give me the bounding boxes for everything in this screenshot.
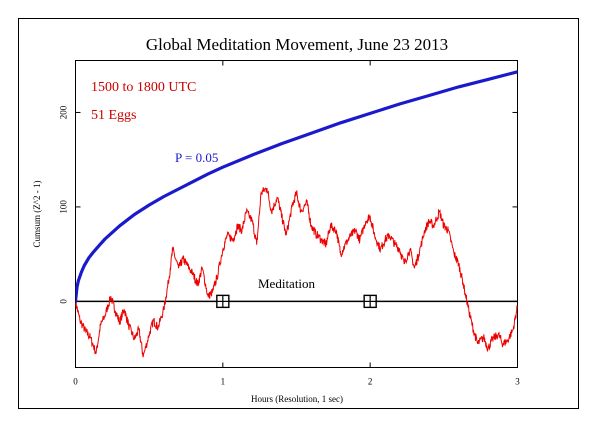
event-marker-1 <box>363 294 377 309</box>
axis-ticks <box>75 60 518 368</box>
chart-title: Global Meditation Movement, June 23 2013 <box>146 35 448 54</box>
x-tick-label-0: 0 <box>73 377 78 387</box>
y-tick-label-0: 0 <box>59 299 69 304</box>
outer-border <box>18 18 579 409</box>
event-marker-0 <box>216 294 230 309</box>
p-value-annotation: P = 0.05 <box>175 150 218 165</box>
tick-labels: 0 1 2 3 0 100 200 <box>59 105 521 386</box>
time-range-annotation: 1500 to 1800 UTC <box>91 80 196 95</box>
plot-area-border <box>75 60 518 368</box>
p05-envelope-line <box>75 70 518 303</box>
eggs-annotation: 51 Eggs <box>91 108 137 123</box>
series-group <box>75 70 518 358</box>
event-markers <box>216 294 377 309</box>
event-annotation: Meditation <box>258 276 316 291</box>
x-tick-label-1: 1 <box>221 377 226 387</box>
x-axis-label: Hours (Resolution, 1 sec) <box>251 394 343 404</box>
y-tick-label-1: 100 <box>59 200 69 214</box>
x-tick-label-2: 2 <box>368 377 373 387</box>
y-axis-label: Cumsum (Z^2 - 1) <box>32 181 42 248</box>
cumsum-series-line <box>75 187 518 358</box>
x-tick-label-3: 3 <box>515 377 520 387</box>
y-tick-label-2: 200 <box>59 105 69 119</box>
